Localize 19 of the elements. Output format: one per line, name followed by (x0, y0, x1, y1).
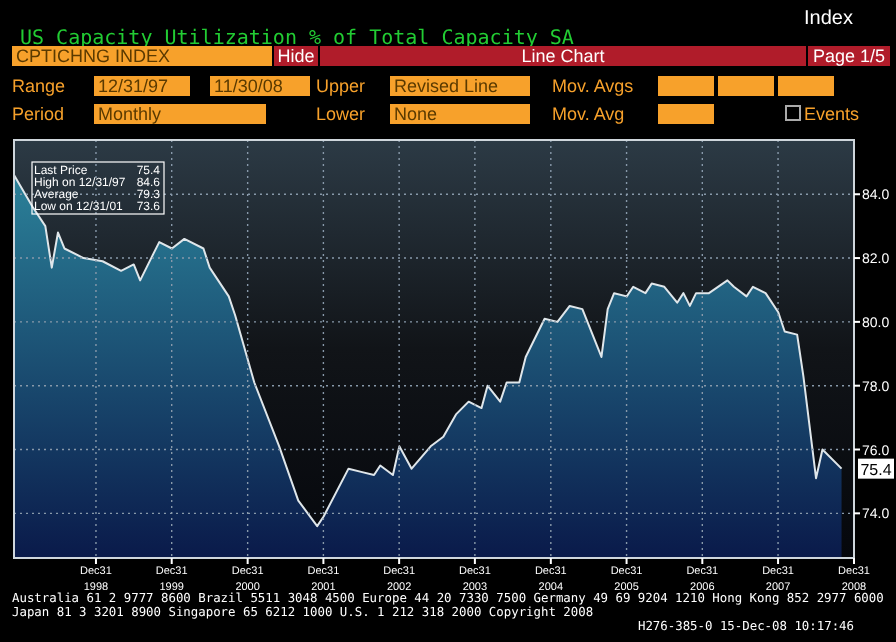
text: 11/30/08 (214, 76, 283, 96)
text: Line Chart (521, 46, 606, 66)
text: Monthly (98, 104, 163, 124)
text: None (394, 104, 438, 124)
chart-title: US Capacity Utilization % of Total Capacity SA (20, 28, 574, 50)
text: Index (804, 8, 853, 30)
text: Upper (316, 76, 366, 96)
text: Mov. Avg (552, 104, 625, 124)
text: Mov. Avgs (552, 76, 635, 96)
text: Hide (277, 46, 315, 66)
text: CPTICHNG INDEX (16, 46, 171, 66)
text: Revised Line (394, 76, 499, 96)
text: Page 1/5 (812, 46, 886, 66)
text: Events (804, 104, 861, 124)
text: 12/31/97 (98, 76, 169, 96)
text: Period (12, 104, 65, 124)
text: Range (12, 76, 66, 96)
annotation: 75.4 (860, 460, 893, 479)
text: Lower (316, 104, 366, 124)
